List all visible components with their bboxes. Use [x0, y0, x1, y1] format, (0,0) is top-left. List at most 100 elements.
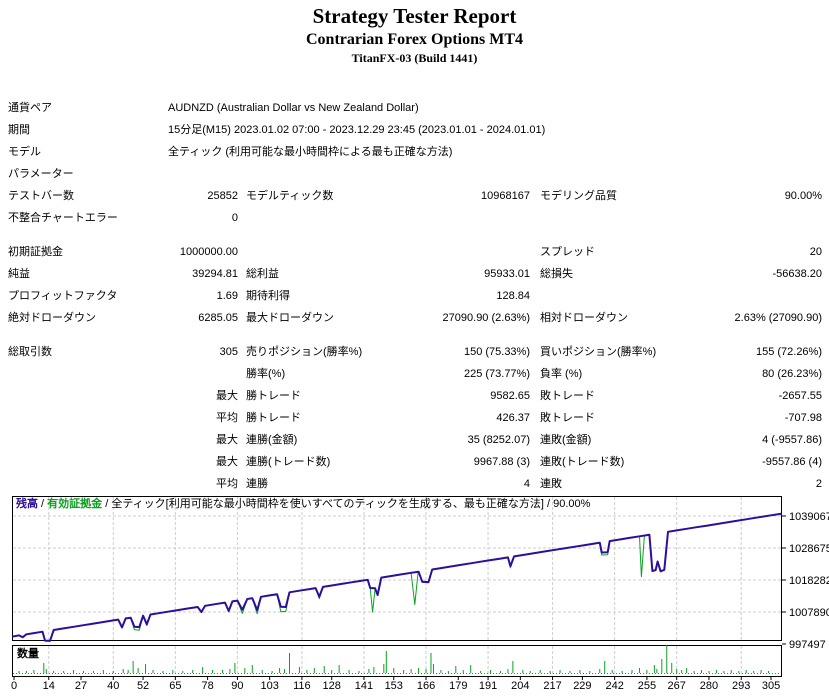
table-row: 絶対ドローダウン 6285.05 最大ドローダウン 27090.90 (2.63%) 相… [0, 307, 829, 329]
row-value: 平均 [216, 412, 238, 424]
server-build: TitanFX-03 (Build 1441) [351, 51, 478, 65]
row-value: 平均 [216, 478, 238, 490]
row-value: 1000000.00 [179, 246, 238, 258]
x-tick-label: 267 [668, 680, 686, 692]
row-value: AUDNZD (Australian Dollar vs New Zealand… [168, 102, 419, 114]
row-label [8, 363, 160, 385]
x-tick-label: 128 [323, 680, 341, 692]
table-row: 総取引数 305 売りポジション(勝率%) 150 (75.33%) 買いポジション(勝… [0, 341, 829, 363]
x-tick-label: 153 [385, 680, 403, 692]
row-label [8, 407, 160, 429]
row-label: 買いポジション(勝率%) [540, 346, 657, 358]
row-label: 連敗 [540, 478, 562, 490]
row-label [246, 207, 396, 229]
x-tick-label: 204 [511, 680, 529, 692]
y-tick-label: 997497 [789, 639, 826, 651]
row-value: 9967.88 (3) [473, 456, 530, 468]
volume-plot-box [12, 645, 782, 677]
legend-item: / [38, 498, 47, 510]
row-label [246, 241, 396, 263]
x-tick-label: 27 [75, 680, 87, 692]
row-label: モデルティック数 [246, 190, 334, 202]
row-value: 2 [815, 478, 822, 490]
y-tick-label: 1007890 [789, 607, 829, 619]
row-value: -56638.20 [772, 268, 822, 280]
row-label: 総損失 [540, 268, 573, 280]
row-label: 連勝(金額) [246, 434, 298, 446]
row-label: 連勝 [246, 478, 268, 490]
y-tick-label: 1028675 [789, 543, 829, 555]
table-row: テストバー数 25852 モデルティック数 10968167 モデリング品質 90.00% [0, 185, 829, 207]
row-label: 総利益 [246, 268, 279, 280]
balance-line [11, 512, 783, 642]
x-tick-label: 166 [417, 680, 435, 692]
table-row: 不整合チャートエラー 0 [0, 207, 829, 229]
table-gap [0, 229, 829, 241]
x-tick-label: 103 [260, 680, 278, 692]
y-tick-label: 1039067 [789, 511, 829, 523]
table-row: 初期証拠金 1000000.00 スプレッド 20 [0, 241, 829, 263]
row-value: 6285.05 [198, 312, 238, 324]
row-label: 連敗(トレード数) [540, 456, 625, 468]
x-tick-label: 179 [449, 680, 467, 692]
row-label: 不整合チャートエラー [8, 212, 118, 224]
row-value [396, 207, 530, 229]
table-row: プロフィットファクタ 1.69 期待利得 128.84 [0, 285, 829, 307]
balance-plot-box [12, 496, 782, 641]
row-value [690, 207, 822, 229]
row-value: 90.00% [784, 190, 822, 202]
table-row: パラメーター [0, 163, 829, 185]
page-title: Strategy Tester Report [312, 4, 517, 28]
x-tick-label: 78 [201, 680, 213, 692]
row-label [540, 207, 690, 229]
table-row: 通貨ペア AUDNZD (Australian Dollar vs New Zea… [0, 97, 829, 119]
row-label: 総取引数 [8, 346, 52, 358]
legend-item: / 全ティック[利用可能な最小時間枠を使いすべてのティックを生成する、最も正確な… [102, 496, 590, 510]
x-tick-label: 280 [700, 680, 718, 692]
row-label: 初期証拠金 [8, 246, 63, 258]
y-tick-label: 1018282 [789, 575, 829, 587]
row-value: 95933.01 [484, 268, 530, 280]
x-axis-labels: 0 14 27 40 52 65 78 90 103 116 128 141 153 166 179 191 2… [11, 677, 780, 692]
row-value: 225 (73.77%) [463, 368, 530, 380]
row-value: -2657.55 [778, 390, 822, 402]
row-label [8, 451, 160, 473]
x-tick-label: 293 [732, 680, 750, 692]
volume-label: 数量 [17, 646, 39, 660]
legend-item: 有効証拠金 [47, 496, 103, 510]
x-tick-label: 141 [355, 680, 373, 692]
table-row: 平均 勝トレード 426.37 敗トレード -707.98 [0, 407, 829, 429]
row-label: 売りポジション(勝率%) [246, 346, 363, 358]
legend-item: 残高 [16, 496, 38, 510]
row-label: スプレッド [540, 246, 595, 258]
row-value: 27090.90 (2.63%) [442, 312, 530, 324]
table-row: 純益 39294.81 総利益 95933.01 総損失 -56638.20 [0, 263, 829, 285]
row-value: 39294.81 [192, 268, 238, 280]
expert-name: Contrarian Forex Options MT4 [305, 31, 524, 48]
row-label: モデル [8, 146, 41, 158]
table-row: 平均 連勝 4 連敗 2 [0, 473, 829, 495]
row-value: 150 (75.33%) [463, 346, 530, 358]
x-tick-label: 191 [479, 680, 497, 692]
table-row: 最大 連勝(トレード数) 9967.88 (3) 連敗(トレード数) -9557.86 … [0, 451, 829, 473]
row-label: パラメーター [8, 168, 74, 180]
grid [13, 497, 781, 676]
row-label: 敗トレード [540, 390, 595, 402]
table-gap [0, 329, 829, 341]
row-label: 期間 [8, 124, 30, 136]
row-value: 25852 [207, 190, 238, 202]
row-label [8, 385, 160, 407]
row-label: 期待利得 [246, 290, 290, 302]
row-label: 連敗(金額) [540, 434, 592, 446]
row-label [540, 285, 690, 307]
row-label: 敗トレード [540, 412, 595, 424]
row-label: 勝トレード [246, 390, 301, 402]
y-axis-labels: 1039067 1028675 1018282 1007890 997497 [782, 511, 829, 651]
row-value: 4 [523, 478, 530, 490]
row-label: モデリング品質 [540, 190, 617, 202]
row-value: 9582.65 [490, 390, 530, 402]
row-label: テストバー数 [8, 190, 74, 202]
row-value: 35 (8252.07) [467, 434, 530, 446]
row-value: 最大 [216, 390, 238, 402]
